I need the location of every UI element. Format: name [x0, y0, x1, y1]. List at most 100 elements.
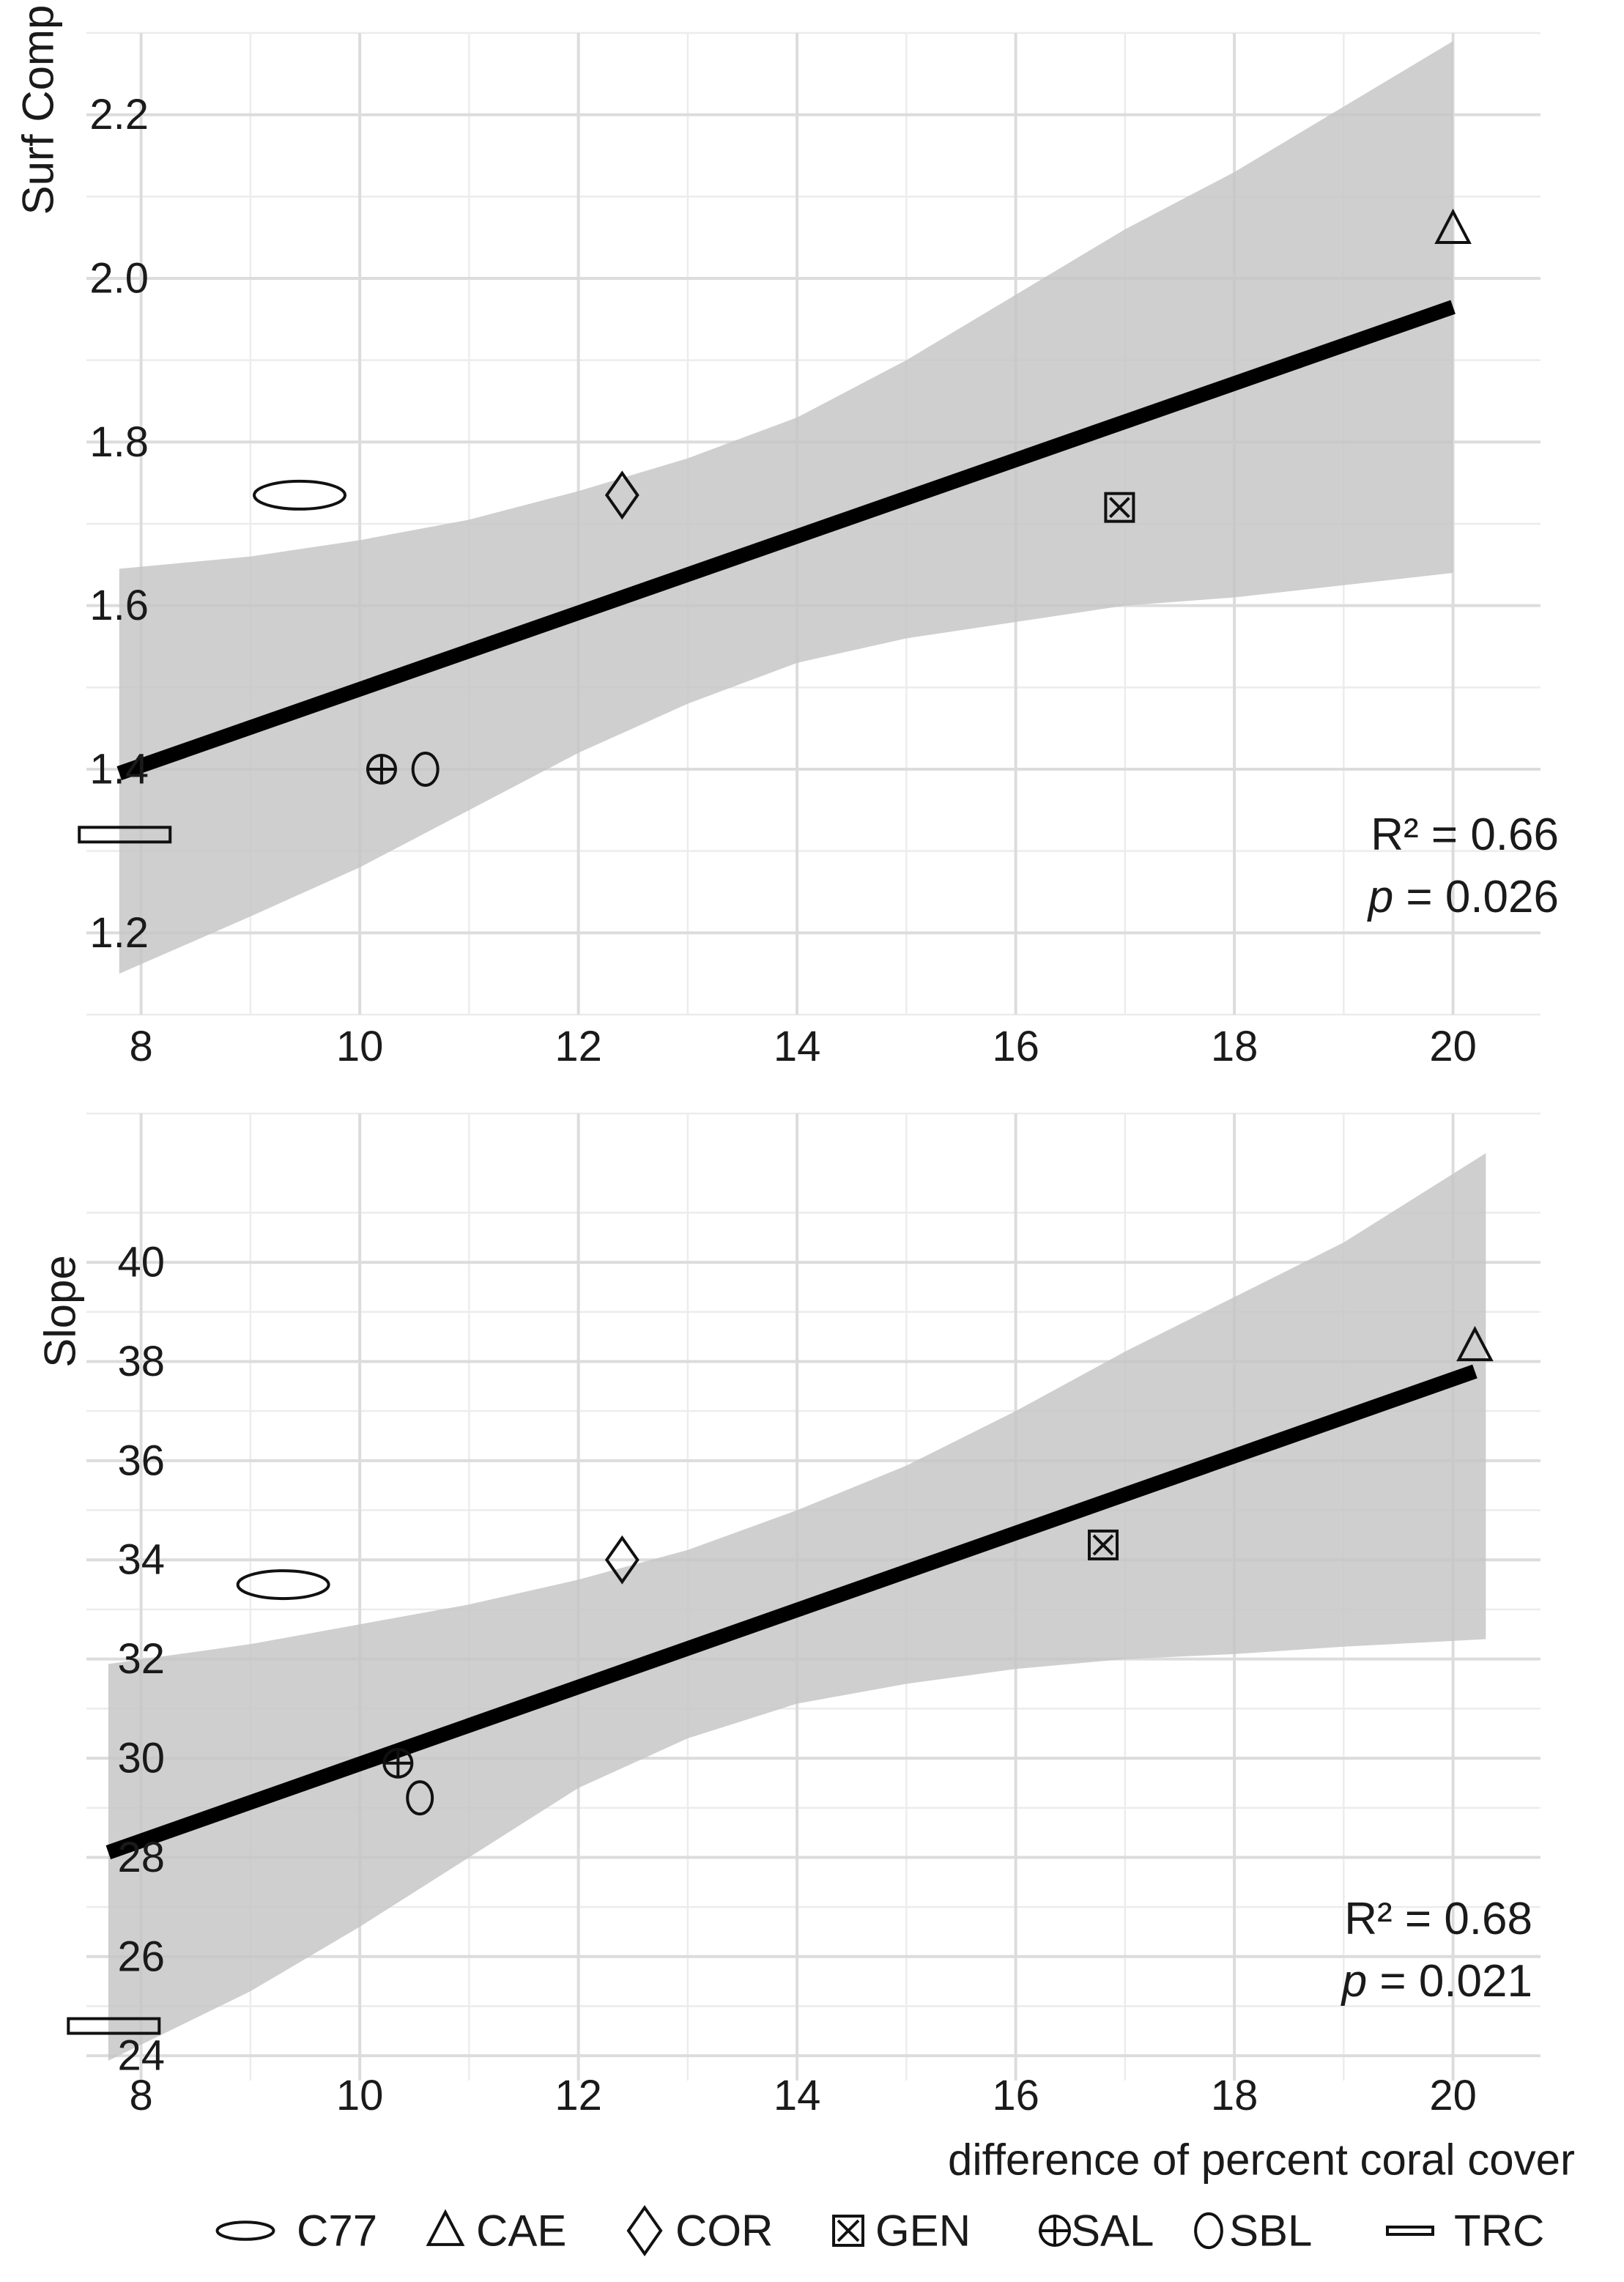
x-tick-label: 20	[1429, 1023, 1477, 1070]
marker-gen	[1104, 492, 1135, 523]
marker-cae	[1456, 1325, 1494, 1362]
legend: C77 CAE COR GEN SAL SBL TRC	[215, 2205, 1544, 2256]
y-tick-label: 26	[117, 1933, 165, 1980]
p-value-label: p = 0.026	[1367, 872, 1559, 922]
marker-trc	[78, 826, 172, 844]
x-tick-label: 12	[555, 1023, 602, 1070]
y-tick-label: 28	[117, 1834, 165, 1881]
point-sbl	[411, 752, 440, 787]
x-tick-label: 8	[129, 2072, 152, 2119]
marker-cae	[426, 2209, 465, 2246]
p-symbol: p	[1341, 1956, 1367, 2007]
x-tick-label: 14	[774, 1023, 821, 1070]
point-sal	[382, 1747, 414, 1779]
y-tick-label: 34	[117, 1536, 165, 1584]
y-tick-label: 1.6	[89, 582, 149, 629]
x-axis-title: difference of percent coral cover	[948, 2135, 1575, 2185]
marker-cor	[604, 1535, 639, 1585]
marker-gen-cross	[1092, 1534, 1114, 1556]
data-points	[78, 208, 1472, 844]
p-value: = 0.026	[1393, 872, 1559, 922]
x-tick-label: 8	[129, 1023, 152, 1070]
x-tick-label: 16	[992, 1023, 1039, 1070]
point-c77	[253, 479, 347, 511]
panel-bottom: 8 10 12 14 16 18 20 24 26 28 30 32 34 36 38 40 Slope diff…	[36, 1112, 1575, 2185]
x-tick-label: 14	[774, 2072, 821, 2119]
point-trc	[67, 2017, 161, 2035]
point-cae	[1456, 1325, 1494, 1362]
point-sal	[366, 754, 397, 785]
y-tick-label: 32	[117, 1635, 165, 1683]
legend-item-c77: C77	[215, 2207, 377, 2256]
x-tick-label: 10	[336, 2072, 384, 2119]
y-tick-label: 1.8	[89, 418, 149, 466]
y-tick-label: 2.0	[89, 255, 149, 303]
legend-item-trc: TRC	[1386, 2207, 1544, 2256]
legend-label: CAE	[476, 2207, 566, 2256]
marker-trc	[67, 2017, 161, 2035]
x-tick-label: 10	[336, 1023, 384, 1070]
marker-sal-plus	[367, 755, 396, 783]
legend-label: SAL	[1071, 2207, 1154, 2256]
p-symbol: p	[1367, 872, 1393, 922]
point-gen	[1104, 492, 1135, 523]
marker-sal-plus	[384, 1749, 412, 1777]
confidence-band	[119, 41, 1453, 974]
y-tick-label: 38	[117, 1338, 165, 1385]
marker-cor	[626, 2205, 663, 2256]
point-cor	[604, 470, 639, 520]
regression-line	[105, 1364, 1477, 1860]
point-gen	[1088, 1529, 1119, 1560]
legend-label: COR	[675, 2207, 773, 2256]
x-tick-label: 18	[1211, 2072, 1258, 2119]
y-tick-label: 40	[117, 1239, 165, 1286]
marker-gen	[832, 2215, 864, 2247]
marker-cor	[604, 470, 639, 520]
marker-c77	[253, 479, 347, 511]
r-squared-label: R² = 0.66	[1371, 810, 1559, 860]
point-sbl	[406, 1780, 434, 1816]
point-trc	[78, 826, 172, 844]
x-tick-label: 12	[555, 2072, 602, 2119]
marker-sbl	[1194, 2212, 1223, 2250]
y-tick-label: 36	[117, 1437, 165, 1484]
marker-c77	[236, 1569, 330, 1601]
point-cor	[604, 1535, 639, 1585]
legend-item-sal: SAL	[1039, 2207, 1154, 2256]
marker-gen-cross	[837, 2219, 860, 2242]
legend-item-cae: CAE	[426, 2207, 566, 2256]
data-points	[67, 1325, 1494, 2035]
marker-sbl	[411, 752, 440, 787]
point-c77	[236, 1569, 330, 1601]
marker-sbl	[406, 1780, 434, 1816]
legend-item-gen: GEN	[832, 2207, 971, 2256]
p-value: = 0.021	[1367, 1956, 1532, 2007]
y-tick-label: 24	[117, 2032, 165, 2080]
y-tick-label: 2.2	[89, 91, 149, 138]
legend-label: TRC	[1454, 2207, 1544, 2256]
marker-sal-plus	[1040, 2216, 1069, 2245]
regression-line	[116, 300, 1456, 781]
marker-c77	[215, 2220, 275, 2241]
y-axis-title: Slope	[36, 1255, 85, 1367]
marker-trc	[1386, 2226, 1434, 2236]
legend-item-cor: COR	[626, 2205, 773, 2256]
y-tick-label: 1.2	[89, 909, 149, 957]
marker-gen-cross	[1108, 497, 1130, 519]
x-tick-label: 18	[1211, 1023, 1258, 1070]
y-tick-label: 1.4	[89, 746, 149, 793]
y-axis-title: Surf Comp	[14, 5, 63, 215]
y-tick-label: 30	[117, 1735, 165, 1782]
point-cae	[1434, 208, 1472, 244]
panel-top: 8 10 12 14 16 18 20 1.2 1.4 1.6 1.8 2.0 2.2 Surf Comp…	[14, 5, 1560, 1070]
legend-label: C77	[297, 2207, 377, 2256]
legend-label: GEN	[875, 2207, 971, 2256]
legend-label: SBL	[1229, 2207, 1312, 2256]
legend-item-sbl: SBL	[1194, 2207, 1312, 2256]
p-value-label: p = 0.021	[1341, 1956, 1532, 2007]
r-squared-label: R² = 0.68	[1344, 1894, 1532, 1944]
x-tick-label: 16	[992, 2072, 1039, 2119]
marker-gen	[1088, 1529, 1119, 1560]
marker-cae	[1434, 208, 1472, 244]
